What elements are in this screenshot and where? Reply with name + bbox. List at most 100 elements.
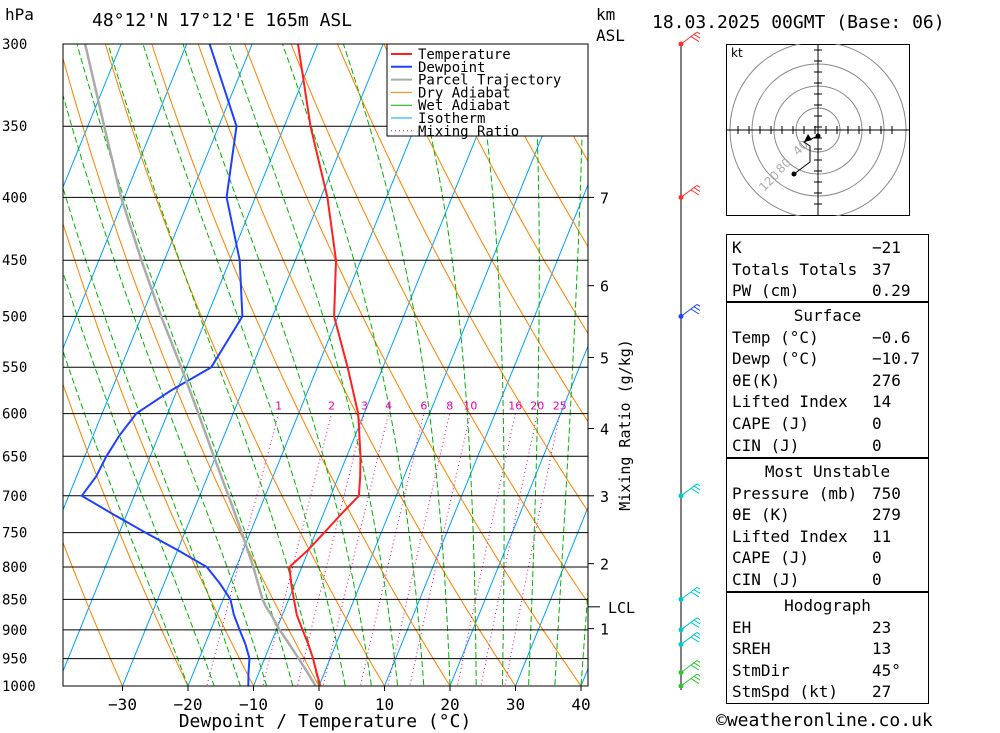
stat-row: StmSpd (kt) 27 — [727, 681, 928, 703]
mixing-ratio-line — [359, 413, 425, 686]
x-axis-label: Dewpoint / Temperature (°C) — [179, 711, 472, 732]
stat-row: Dewp (°C) −10.7 — [727, 348, 928, 370]
mixing-ratio-line — [387, 413, 451, 686]
wind-barb-flag — [690, 621, 700, 628]
x-tick-label: −10 — [239, 695, 268, 714]
mixing-ratio-line — [296, 413, 365, 686]
stat-value: −10.7 — [872, 349, 921, 369]
pressure-tick-label: 1000 — [2, 679, 36, 695]
wind-barb-staff — [680, 483, 698, 497]
pressure-tick-label: 550 — [2, 360, 27, 376]
km-tick-label: 4 — [600, 421, 609, 439]
x-tick-label: −20 — [174, 695, 203, 714]
stat-value: 0.29 — [872, 281, 911, 301]
dry-adiabat-line — [63, 56, 320, 686]
wet-adiabat-line — [107, 44, 320, 686]
wind-barb-flag — [693, 675, 700, 681]
wind-barb-flag — [693, 187, 700, 193]
stat-value: −21 — [872, 238, 901, 257]
pressure-tick-label: 950 — [2, 652, 27, 668]
mixing-ratio-line — [504, 413, 561, 686]
pressure-tick-label: 500 — [2, 309, 27, 325]
stat-value: 750 — [872, 483, 901, 503]
x-tick-label: 10 — [375, 695, 394, 714]
pressure-unit-label: hPa — [5, 5, 34, 24]
wind-barb-flag — [696, 303, 700, 307]
km-tick-label: 5 — [600, 349, 609, 367]
wet-adiabat-line — [63, 93, 268, 686]
km-tick-label: 2 — [600, 556, 609, 574]
legend-label: Mixing Ratio — [418, 124, 519, 140]
isotherm-line — [636, 0, 700, 712]
stat-row: Pressure (mb) 750 — [727, 483, 928, 505]
stat-row: Totals Totals 37 — [727, 259, 928, 281]
stat-label: CAPE (J) — [732, 548, 810, 568]
stat-row: Lifted Index 14 — [727, 391, 928, 413]
km-tick-label: 1 — [600, 621, 609, 639]
pressure-tick-label: 750 — [2, 526, 27, 542]
pressure-tick-label: 800 — [2, 560, 27, 576]
mixing-ratio-label: 8 — [446, 400, 453, 413]
stat-label: θE (K) — [732, 505, 790, 525]
wind-barb-flag — [696, 184, 700, 188]
dry-adiabat-line — [476, 44, 588, 248]
wind-barb-flag — [696, 483, 700, 487]
mixing-ratio-label: 16 — [508, 400, 522, 413]
legend-label: Isotherm — [418, 111, 485, 127]
pressure-tick-label: 350 — [2, 119, 27, 135]
stat-value: 11 — [872, 526, 892, 546]
x-tick-label: 30 — [506, 695, 525, 714]
mixing-ratio-label: 2 — [328, 400, 335, 413]
stat-value: 23 — [872, 617, 892, 637]
stat-label: CIN (J) — [732, 569, 800, 589]
mixing-ratio-label: 10 — [463, 400, 477, 413]
surface-title: Surface — [793, 306, 862, 325]
wind-barb-staff — [680, 185, 698, 198]
stat-label: SREH — [732, 639, 771, 659]
pressure-tick-label: 400 — [2, 190, 27, 206]
stat-row: StmDir 45° — [727, 660, 928, 682]
wind-barb-flag — [693, 485, 700, 491]
stat-value: 0 — [872, 569, 882, 589]
stat-label: Dewp (°C) — [732, 349, 819, 369]
mixing-ratio-line — [262, 413, 333, 686]
wind-barb-staff — [680, 586, 698, 600]
stat-label: Temp (°C) — [732, 327, 819, 347]
wind-barb-flag — [693, 662, 700, 668]
km-label: km — [596, 5, 616, 24]
series-temperature — [288, 44, 362, 686]
storm-motion-arrow — [804, 134, 812, 142]
legend-box — [386, 43, 589, 137]
isotherm-line — [63, 44, 122, 189]
stat-row: CAPE (J) 0 — [727, 547, 928, 569]
isotherm-line — [514, 506, 588, 686]
wind-barb-flag — [690, 664, 700, 671]
x-tick-label: −30 — [108, 695, 137, 714]
stat-label: K — [732, 238, 742, 257]
mixing-ratio-label: 6 — [420, 400, 427, 413]
plot-frame — [62, 43, 589, 687]
mixing-ratio-axis-label: Mixing Ratio (g/kg) — [616, 339, 634, 511]
pressure-tick-label: 600 — [2, 407, 27, 423]
pressure-tick-label: 300 — [2, 37, 27, 53]
copyright-label[interactable]: ©weatheronline.co.uk — [716, 710, 933, 731]
stat-label: StmSpd (kt) — [732, 682, 838, 702]
hodograph-stats-panel: Hodograph EH 23 SREH 13 StmDir 45° StmSpd (kt)… — [726, 592, 929, 704]
wind-barb-flag — [690, 678, 700, 685]
surface-panel: Surface Temp (°C) −0.6 Dewp (°C) −10.7 θE(K)… — [726, 302, 929, 458]
datetime-label: 18.03.2025 00GMT (Base: 06) — [652, 12, 945, 33]
isotherm-line — [449, 344, 588, 686]
stat-value: 14 — [872, 392, 892, 412]
mixing-ratio-label: 3 — [361, 400, 368, 413]
wind-barb-flag — [693, 589, 700, 594]
stat-value: −0.6 — [872, 327, 911, 347]
legend-label: Temperature — [418, 47, 511, 63]
indices-panel: K −21 Totals Totals 37 PW (cm) 0.29 — [726, 234, 929, 302]
stat-value: 27 — [872, 682, 892, 702]
wind-barb-staff — [680, 303, 698, 317]
dry-adiabat-line — [63, 541, 124, 686]
pressure-tick-label: 900 — [2, 623, 27, 639]
pressure-tick-label: 450 — [2, 253, 27, 269]
